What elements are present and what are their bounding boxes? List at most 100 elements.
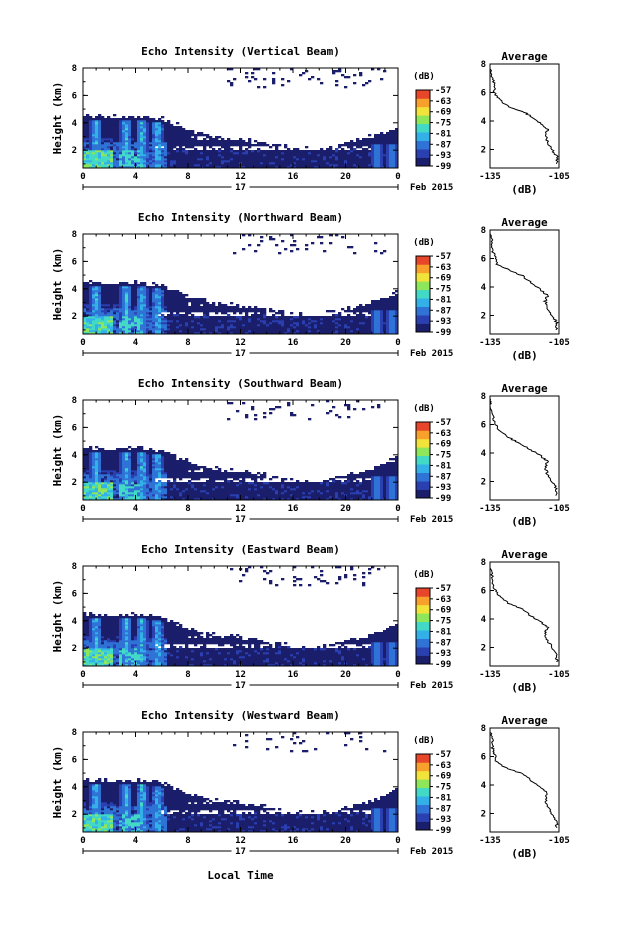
heat-cell — [119, 314, 123, 317]
heat-cell — [389, 164, 393, 167]
heat-cell — [203, 300, 207, 303]
heat-cell — [326, 326, 330, 329]
heat-cell — [356, 164, 360, 167]
heat-cell — [377, 310, 381, 313]
heat-cell — [224, 326, 228, 329]
heat-cell — [143, 282, 147, 285]
heat-cell — [290, 312, 294, 315]
heat-cell — [107, 164, 111, 167]
heat-cell — [98, 498, 102, 501]
heat-cell — [308, 154, 312, 157]
heat-cell — [89, 132, 93, 135]
heat-cell — [218, 482, 222, 485]
heat-cell — [83, 312, 87, 315]
heat-cell — [167, 298, 171, 301]
heat-cell — [218, 322, 222, 325]
heat-cell — [110, 146, 114, 149]
heat-cell — [368, 144, 372, 147]
heat-cell — [200, 154, 204, 157]
heat-cell — [176, 488, 180, 491]
heat-cell — [305, 326, 309, 329]
heat-cell — [236, 158, 240, 161]
heat-cell — [122, 154, 126, 157]
heat-cell — [383, 136, 387, 139]
heat-cell — [380, 316, 384, 319]
heat-cell — [182, 308, 186, 311]
heat-cell — [152, 488, 156, 491]
heat-cell — [83, 162, 87, 165]
heat-cell — [131, 124, 135, 127]
heat-cell — [176, 318, 180, 321]
heat-cell — [203, 490, 207, 493]
heat-cell — [368, 162, 372, 165]
heat-cell — [119, 282, 123, 285]
heat-cell — [353, 160, 357, 163]
heat-cell — [335, 152, 339, 155]
heat-cell — [185, 460, 189, 463]
heat-cell — [149, 150, 153, 153]
heat-cell — [179, 126, 183, 129]
heat-cell — [125, 136, 129, 139]
heat-cell — [185, 482, 189, 485]
heat-cell — [278, 328, 282, 331]
heat-cell — [146, 140, 150, 143]
heat-cell — [113, 126, 117, 129]
heat-cell — [365, 316, 369, 319]
heat-cell — [215, 312, 219, 315]
heat-cell — [128, 164, 132, 167]
heat-cell — [215, 476, 219, 479]
heat-cell — [185, 492, 189, 495]
heat-cell — [347, 308, 351, 311]
heat-cell — [245, 150, 249, 153]
heat-cell — [101, 122, 105, 125]
heat-cell — [233, 498, 237, 501]
heat-cell — [377, 140, 381, 143]
heat-cell — [191, 158, 195, 161]
heat-cell — [140, 464, 144, 467]
heat-cell — [137, 494, 141, 497]
heat-cell — [140, 468, 144, 471]
heat-cell — [128, 138, 132, 141]
heat-cell — [338, 328, 342, 331]
heat-cell — [254, 68, 258, 71]
heat-cell — [248, 320, 252, 323]
heat-cell — [161, 322, 165, 325]
heat-cell — [176, 476, 180, 479]
heat-cell — [242, 494, 246, 497]
heat-cell — [158, 474, 162, 477]
heat-cell — [179, 132, 183, 135]
heat-cell — [194, 154, 198, 157]
heat-cell — [113, 324, 117, 327]
heat-cell — [263, 162, 267, 165]
heat-cell — [128, 326, 132, 329]
heat-cell — [302, 166, 306, 169]
heat-cell — [377, 136, 381, 139]
heat-cell — [86, 464, 90, 467]
heat-cell — [158, 300, 162, 303]
heat-cell — [239, 150, 243, 153]
heat-cell — [281, 330, 285, 333]
heat-cell — [134, 158, 138, 161]
heat-cell — [86, 164, 90, 167]
heat-cell — [158, 492, 162, 495]
heat-cell — [383, 250, 387, 253]
heat-cell — [134, 126, 138, 129]
heat-cell — [137, 316, 141, 319]
average-title: Average — [501, 216, 548, 229]
heat-cell — [95, 450, 99, 453]
heat-cell — [206, 490, 210, 493]
x-tick-label: 4 — [133, 172, 139, 182]
heat-cell — [158, 310, 162, 313]
heat-cell — [206, 142, 210, 145]
heat-cell — [98, 162, 102, 165]
heat-cell — [317, 328, 321, 331]
heat-cell — [191, 498, 195, 501]
heat-cell — [206, 470, 210, 473]
heat-cell — [206, 474, 210, 477]
heat-cell — [185, 146, 189, 149]
heat-cell — [383, 140, 387, 143]
heat-cell — [356, 166, 360, 169]
heat-cell — [371, 144, 375, 147]
heat-cell — [191, 320, 195, 323]
heat-cell — [95, 132, 99, 135]
